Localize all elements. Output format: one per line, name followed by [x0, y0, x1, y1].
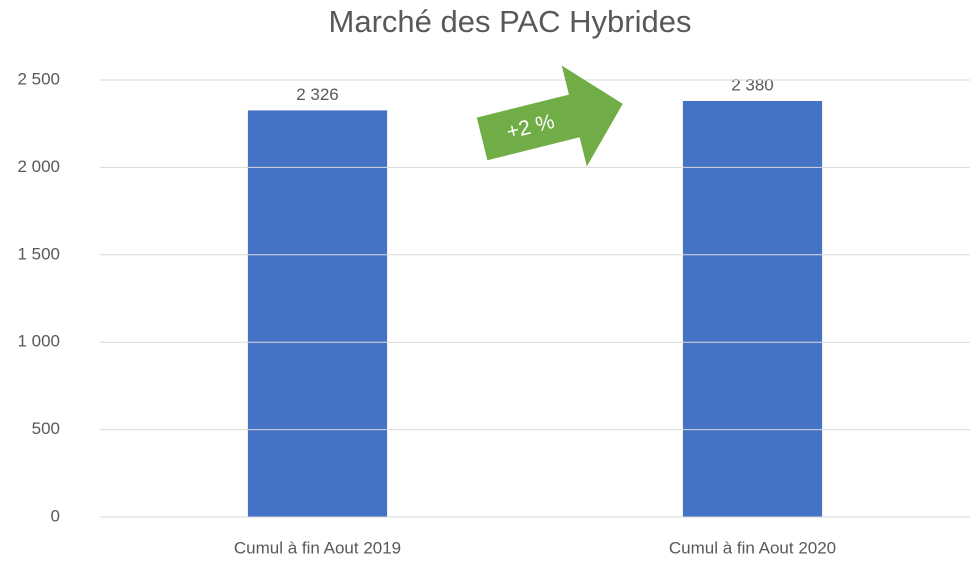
y-tick-label: 2 500 — [17, 69, 60, 88]
y-tick-label: 0 — [51, 506, 60, 525]
bar — [682, 100, 823, 517]
data-label: 2 380 — [731, 75, 774, 94]
y-tick-label: 500 — [32, 419, 60, 438]
y-tick-label: 2 000 — [17, 157, 60, 176]
growth-arrow: +2 % — [476, 65, 623, 167]
arrow-shape — [476, 65, 623, 167]
bar — [247, 110, 388, 518]
x-tick-label: Cumul à fin Aout 2020 — [669, 538, 836, 557]
y-tick-label: 1 000 — [17, 332, 60, 351]
chart-title: Marché des PAC Hybrides — [329, 4, 692, 39]
x-tick-label: Cumul à fin Aout 2019 — [234, 538, 401, 557]
y-tick-label: 1 500 — [17, 244, 60, 263]
data-label: 2 326 — [296, 85, 339, 104]
